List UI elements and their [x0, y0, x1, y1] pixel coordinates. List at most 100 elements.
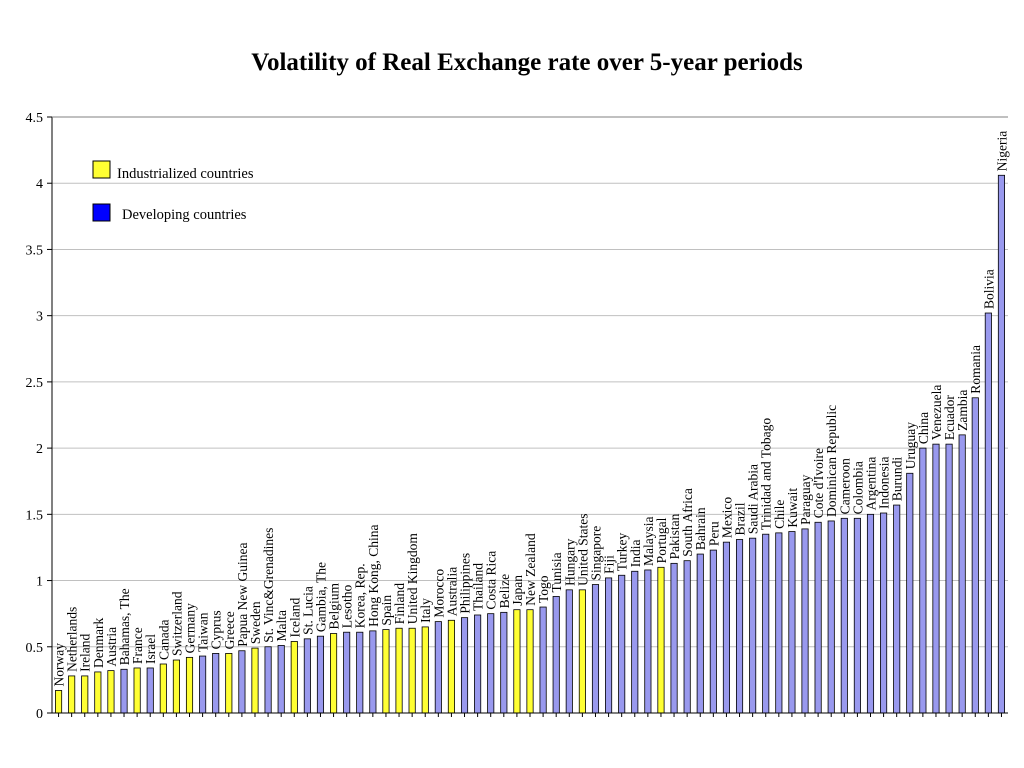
- bar-label: Australia: [444, 567, 459, 617]
- bar-industrialized: [395, 627, 403, 714]
- bar-label: Turkey: [615, 533, 630, 572]
- bar-label: Papua New Guinea: [235, 543, 250, 647]
- bar-developing: [238, 650, 246, 714]
- y-tick-label: 1: [36, 575, 43, 590]
- bar-industrialized: [68, 675, 76, 714]
- bar-label: Dominican Republic: [824, 405, 839, 517]
- y-tick-label: 4: [36, 177, 43, 192]
- bar-developing: [827, 520, 835, 714]
- legend-swatch-developing: [92, 203, 111, 222]
- bar-label: Morocco: [431, 569, 446, 618]
- bar-label: New Zealand: [523, 533, 538, 606]
- bar-developing: [474, 614, 482, 714]
- bar-label: Taiwan: [196, 612, 211, 652]
- bar-developing: [919, 447, 927, 714]
- bar-label: St. Vinc&Grenadines: [261, 528, 276, 643]
- bar-developing: [591, 584, 600, 714]
- bar-label: Kuwait: [785, 488, 800, 528]
- bar-label: Chile: [772, 500, 787, 529]
- bars: [55, 174, 1005, 714]
- bar-developing: [945, 443, 953, 714]
- bar-developing: [840, 517, 848, 714]
- bar-label: Cote d'Ivoire: [811, 448, 826, 518]
- bar-developing: [552, 596, 560, 714]
- bar-developing: [303, 638, 311, 714]
- bar-developing: [749, 537, 757, 714]
- y-tick-label: 0: [36, 707, 43, 722]
- y-tick-label: 3.5: [26, 243, 44, 258]
- bar-developing: [984, 312, 992, 714]
- bar-developing: [199, 655, 207, 714]
- bar-developing: [932, 443, 940, 714]
- bar-label: Finland: [392, 583, 407, 625]
- bar-developing: [735, 539, 744, 714]
- bar-label: Indonesia: [877, 457, 892, 509]
- bar-developing: [893, 504, 901, 714]
- bar-label: Saudi Arabia: [746, 464, 761, 534]
- bar-label: Greece: [222, 611, 237, 649]
- bar-label: Mexico: [719, 497, 734, 538]
- legend: Industrialized countries Developing coun…: [92, 160, 254, 223]
- bar-developing: [775, 532, 783, 714]
- bar-label: France: [130, 627, 145, 664]
- bar-label: Pakistan: [667, 513, 682, 559]
- bar-developing: [814, 521, 822, 714]
- bar-industrialized: [657, 566, 665, 714]
- bar-label: Korea, Rep.: [353, 563, 368, 628]
- bar-label: Israel: [143, 634, 158, 664]
- y-tick-label: 4.5: [26, 111, 44, 126]
- bar-label: Hong Kong, China: [366, 525, 381, 627]
- bar-industrialized: [55, 690, 63, 714]
- bar-developing: [801, 528, 809, 714]
- bar-label: Malta: [274, 610, 289, 642]
- bar-developing: [631, 570, 639, 714]
- legend-label-industrialized: Industrialized countries: [117, 166, 254, 182]
- bar-label: Burundi: [890, 457, 905, 502]
- bar-label: Italy: [418, 598, 433, 623]
- bar-label: Venezuela: [929, 385, 944, 440]
- bar-label: Malaysia: [641, 516, 656, 566]
- bar-label: Togo: [536, 575, 551, 603]
- bar-developing: [487, 613, 495, 714]
- bar-label: Bahamas, The: [117, 588, 132, 665]
- bar-developing: [997, 174, 1005, 714]
- bar-label: Peru: [706, 521, 721, 546]
- bar-label: Netherlands: [65, 607, 80, 672]
- bar-label: Spain: [379, 595, 394, 626]
- bar-developing: [343, 631, 351, 714]
- bar-label: Denmark: [91, 617, 106, 667]
- y-tick-label: 2.5: [26, 376, 44, 391]
- bar-label: Belgium: [327, 583, 342, 630]
- y-tick-label: 0.5: [26, 641, 44, 656]
- bar-label: Sweden: [248, 601, 263, 644]
- bar-label: Bahrain: [693, 507, 708, 550]
- bar-label: Austria: [104, 627, 119, 667]
- bar-industrialized: [421, 626, 429, 714]
- bar-label: Paraguay: [798, 474, 813, 524]
- bar-developing: [264, 646, 272, 714]
- bar-label: Argentina: [863, 457, 878, 511]
- bar-developing: [356, 631, 364, 714]
- bar-label: Bolivia: [981, 269, 996, 309]
- bar-developing: [316, 635, 325, 714]
- bar-industrialized: [382, 629, 390, 714]
- bar-developing: [853, 517, 861, 714]
- bar-label: Hungary: [562, 538, 577, 585]
- bar-developing: [696, 553, 704, 714]
- bar-label: China: [916, 412, 931, 444]
- bar-label: Switzerland: [169, 591, 184, 656]
- bar-developing: [120, 668, 128, 714]
- bar-developing: [971, 397, 979, 714]
- bar-developing: [683, 560, 691, 714]
- bar-developing: [212, 653, 220, 714]
- y-tick-label: 2: [36, 442, 43, 457]
- chart-title: Volatility of Real Exchange rate over 5-…: [251, 49, 803, 76]
- bar-label: Germany: [183, 603, 198, 653]
- bar-label: Ireland: [78, 633, 93, 671]
- bar-developing: [709, 549, 717, 714]
- bar-industrialized: [578, 589, 586, 714]
- bar-label: Cyprus: [209, 610, 224, 649]
- bar-developing: [500, 611, 508, 714]
- bar-developing: [670, 562, 678, 714]
